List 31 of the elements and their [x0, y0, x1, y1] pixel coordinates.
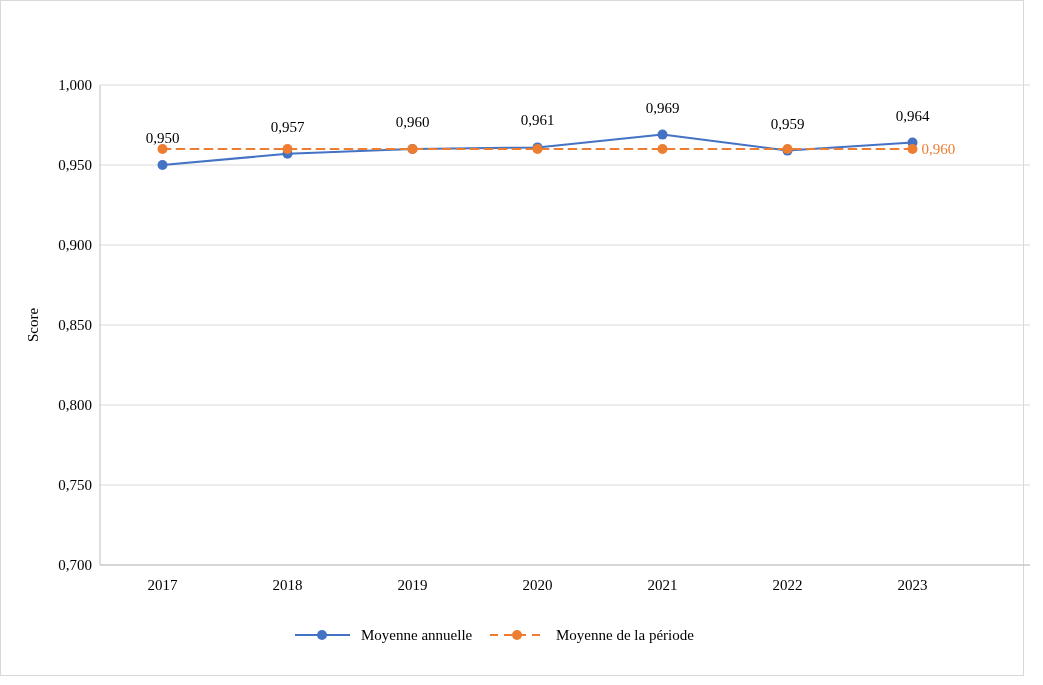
data-label: 0,960 [395, 114, 430, 130]
legend-label: Moyenne de la période [556, 627, 695, 643]
legend-label: Moyenne annuelle [361, 627, 473, 643]
data-label: 0,950 [145, 130, 180, 146]
point [157, 144, 168, 154]
x-tick-label: 2019 [397, 577, 428, 593]
data-label: 0,969 [645, 99, 680, 116]
y-tick-label: 1,000 [58, 77, 92, 93]
y-tick-label: 0,900 [58, 237, 92, 253]
x-tick-label: 2020 [522, 577, 553, 593]
data-label: 0,957 [270, 118, 305, 135]
x-tick-label: 2017 [147, 577, 178, 593]
x-tick-label: 2018 [272, 577, 303, 593]
x-tick-label: 2021 [647, 577, 678, 593]
y-tick-label: 0,750 [58, 477, 92, 493]
point [907, 144, 918, 154]
x-tick-label: 2023 [897, 577, 928, 593]
y-tick-label: 0,950 [58, 157, 92, 173]
data-label: 0,964 [895, 107, 930, 124]
x-tick-label: 2022 [772, 577, 803, 593]
point [657, 144, 668, 154]
point [282, 144, 293, 154]
y-tick-label: 0,700 [58, 557, 92, 573]
data-label: 0,959 [770, 115, 805, 132]
y-axis-title: Score [25, 307, 41, 343]
y-tick-label: 0,800 [58, 397, 92, 413]
point [157, 160, 168, 170]
data-label: 0,960 [921, 141, 956, 157]
y-tick-label: 0,850 [58, 317, 92, 333]
data-label: 0,961 [520, 112, 555, 129]
point [657, 129, 668, 140]
